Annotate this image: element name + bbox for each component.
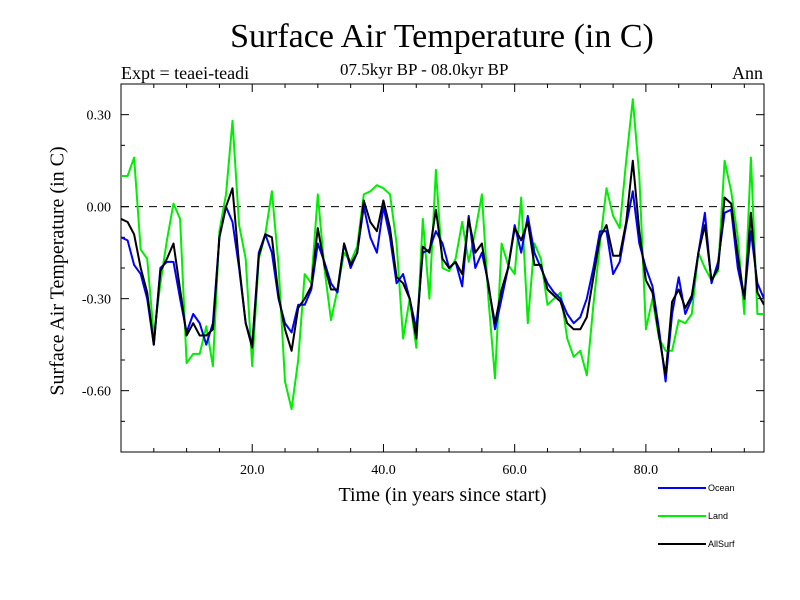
legend-label-allsurf: AllSurf <box>708 539 735 549</box>
x-tick-label: 60.0 <box>502 463 527 478</box>
x-tick-label: 40.0 <box>371 463 396 478</box>
period-label: Ann <box>732 63 763 83</box>
y-tick-label: 0.00 <box>87 201 112 216</box>
series-line-allsurf <box>121 159 764 377</box>
y-tick-label: 0.30 <box>87 109 112 124</box>
experiment-label: Expt = teaei-teadi <box>121 63 250 83</box>
y-tick-label: -0.60 <box>82 385 111 400</box>
legend-label-ocean: Ocean <box>708 483 735 493</box>
x-tick-label: 20.0 <box>240 463 265 478</box>
x-axis-label: Time (in years since start) <box>338 484 547 506</box>
chart-subtitle: 07.5kyr BP - 08.0kyr BP <box>340 60 509 79</box>
x-tick-label: 80.0 <box>634 463 659 478</box>
legend-label-land: Land <box>708 511 728 521</box>
y-tick-label: -0.30 <box>82 293 111 308</box>
chart-title: Surface Air Temperature (in C) <box>230 18 654 55</box>
